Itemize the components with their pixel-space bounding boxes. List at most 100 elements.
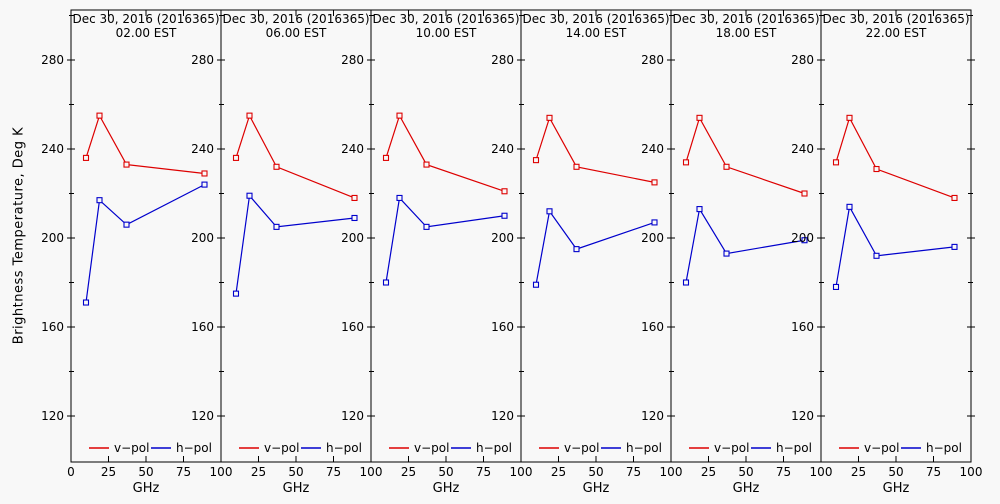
h-pol-marker bbox=[651, 219, 658, 226]
panel-title-time: 02.00 EST bbox=[116, 26, 177, 40]
y-tick-label: 200 bbox=[491, 231, 514, 245]
v-pol-marker bbox=[723, 163, 730, 170]
y-tick-label: 200 bbox=[341, 231, 364, 245]
legend-hpol-label: h−pol bbox=[476, 441, 512, 455]
legend-hpol-label: h−pol bbox=[626, 441, 662, 455]
v-pol-marker bbox=[846, 114, 853, 121]
x-tick-label: 50 bbox=[138, 465, 153, 479]
x-tick-label: 100 bbox=[510, 465, 533, 479]
v-pol-marker bbox=[382, 154, 390, 161]
v-pol-line bbox=[85, 114, 205, 175]
chart-panel bbox=[820, 9, 972, 463]
x-axis-unit-label: GHz bbox=[433, 481, 460, 496]
y-tick-label: 200 bbox=[41, 231, 64, 245]
v-pol-marker bbox=[273, 163, 280, 170]
h-pol-marker bbox=[501, 212, 508, 219]
panel-title-date: Dec 30, 2016 (2016365) bbox=[72, 12, 219, 26]
legend-hpol-label: h−pol bbox=[926, 441, 962, 455]
y-tick-label: 160 bbox=[641, 320, 664, 334]
x-tick-label: 25 bbox=[251, 465, 266, 479]
h-pol-marker bbox=[123, 221, 130, 228]
h-pol-line bbox=[835, 205, 955, 288]
x-tick-label: 75 bbox=[626, 465, 641, 479]
y-tick-label: 160 bbox=[341, 320, 364, 334]
y-tick-label: 160 bbox=[41, 320, 64, 334]
h-pol-marker bbox=[682, 279, 690, 286]
h-pol-marker bbox=[423, 223, 430, 230]
h-pol-line bbox=[85, 184, 205, 303]
y-tick-label: 280 bbox=[191, 53, 214, 67]
v-pol-marker bbox=[696, 114, 703, 121]
y-tick-label: 160 bbox=[191, 320, 214, 334]
h-pol-marker bbox=[232, 290, 240, 297]
y-tick-label: 240 bbox=[641, 142, 664, 156]
h-pol-marker bbox=[532, 281, 540, 288]
v-pol-marker bbox=[801, 190, 808, 197]
x-tick-label: 100 bbox=[360, 465, 383, 479]
v-pol-marker bbox=[651, 179, 658, 186]
h-pol-marker bbox=[201, 181, 208, 188]
x-tick-label: 100 bbox=[810, 465, 833, 479]
v-pol-marker bbox=[123, 161, 130, 168]
x-tick-label: 100 bbox=[660, 465, 683, 479]
x-tick-label: 25 bbox=[551, 465, 566, 479]
h-pol-marker bbox=[246, 192, 253, 199]
y-tick-label: 280 bbox=[641, 53, 664, 67]
y-tick-label: 120 bbox=[341, 409, 364, 423]
y-tick-label: 200 bbox=[641, 231, 664, 245]
v-pol-marker bbox=[501, 188, 508, 195]
x-tick-label: 50 bbox=[288, 465, 303, 479]
panel-title-date: Dec 30, 2016 (2016365) bbox=[672, 12, 819, 26]
h-pol-marker bbox=[951, 243, 958, 250]
x-tick-label: 50 bbox=[438, 465, 453, 479]
y-tick-label: 240 bbox=[41, 142, 64, 156]
y-tick-label: 240 bbox=[341, 142, 364, 156]
panel-title-time: 06.00 EST bbox=[266, 26, 327, 40]
v-pol-marker bbox=[201, 170, 208, 177]
h-pol-marker bbox=[873, 252, 880, 259]
x-tick-label: 0 bbox=[67, 465, 75, 479]
legend-vpol-label: v−pol bbox=[414, 441, 449, 455]
x-tick-label: 25 bbox=[701, 465, 716, 479]
h-pol-line bbox=[235, 194, 355, 294]
panel-title-time: 18.00 EST bbox=[716, 26, 777, 40]
x-axis-unit-label: GHz bbox=[883, 481, 910, 496]
v-pol-marker bbox=[951, 194, 958, 201]
v-pol-marker bbox=[82, 154, 90, 161]
v-pol-marker bbox=[573, 163, 580, 170]
x-tick-label: 25 bbox=[401, 465, 416, 479]
h-pol-marker bbox=[396, 194, 403, 201]
h-pol-marker bbox=[832, 283, 840, 291]
v-pol-marker bbox=[423, 161, 430, 168]
h-pol-line bbox=[385, 196, 505, 283]
h-pol-marker bbox=[273, 223, 280, 230]
y-tick-label: 200 bbox=[191, 231, 214, 245]
panel-title-date: Dec 30, 2016 (2016365) bbox=[372, 12, 519, 26]
y-tick-label: 240 bbox=[791, 142, 814, 156]
x-tick-label: 100 bbox=[960, 465, 983, 479]
legend-vpol-label: v−pol bbox=[564, 441, 599, 455]
y-tick-label: 120 bbox=[641, 409, 664, 423]
y-axis-label: Brightness Temperature, Deg K bbox=[11, 126, 27, 345]
legend-vpol-label: v−pol bbox=[264, 441, 299, 455]
y-tick-label: 120 bbox=[191, 409, 214, 423]
y-tick-label: 280 bbox=[41, 53, 64, 67]
x-axis-unit-label: GHz bbox=[583, 481, 610, 496]
v-pol-marker bbox=[396, 112, 403, 119]
h-pol-marker bbox=[82, 299, 90, 306]
x-tick-label: 25 bbox=[101, 465, 116, 479]
v-pol-marker bbox=[546, 114, 553, 121]
v-pol-marker bbox=[832, 159, 840, 166]
y-tick-label: 120 bbox=[41, 409, 64, 423]
v-pol-marker bbox=[532, 157, 540, 164]
v-pol-marker bbox=[351, 194, 358, 201]
v-pol-marker bbox=[682, 159, 690, 166]
x-tick-label: 100 bbox=[210, 465, 233, 479]
legend-hpol-label: h−pol bbox=[776, 441, 812, 455]
panel-title-date: Dec 30, 2016 (2016365) bbox=[222, 12, 369, 26]
legend-hpol-label: h−pol bbox=[176, 441, 212, 455]
panel-title-date: Dec 30, 2016 (2016365) bbox=[822, 12, 969, 26]
y-tick-label: 160 bbox=[791, 320, 814, 334]
